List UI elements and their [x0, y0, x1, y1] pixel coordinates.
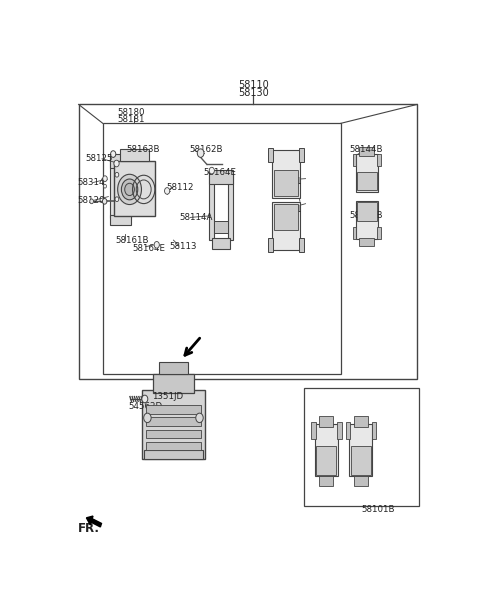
- Bar: [349, 424, 372, 476]
- Bar: [357, 202, 377, 221]
- Text: 58130: 58130: [238, 88, 269, 98]
- Bar: [319, 416, 334, 427]
- Bar: [228, 174, 233, 240]
- Bar: [299, 238, 304, 252]
- Bar: [79, 104, 417, 379]
- Circle shape: [196, 413, 203, 422]
- Text: 58114A: 58114A: [179, 213, 213, 222]
- Bar: [346, 422, 350, 438]
- Bar: [209, 174, 214, 240]
- Circle shape: [142, 395, 148, 403]
- Bar: [158, 362, 188, 374]
- Circle shape: [110, 151, 116, 157]
- Text: 58144B: 58144B: [349, 145, 383, 154]
- Bar: [316, 446, 336, 475]
- Circle shape: [102, 198, 107, 204]
- Text: 58180: 58180: [118, 108, 145, 117]
- Circle shape: [125, 183, 134, 196]
- Circle shape: [104, 184, 107, 188]
- Circle shape: [144, 413, 151, 422]
- Bar: [304, 388, 419, 507]
- Text: 58131: 58131: [274, 177, 301, 186]
- Text: 58161B: 58161B: [115, 236, 148, 244]
- Text: 54562D: 54562D: [129, 402, 163, 411]
- Bar: [110, 154, 131, 168]
- Bar: [110, 157, 117, 218]
- Circle shape: [154, 241, 159, 248]
- Text: 58110: 58110: [238, 80, 269, 90]
- Bar: [145, 430, 202, 438]
- Bar: [209, 170, 233, 184]
- Bar: [274, 169, 299, 196]
- Text: 58112: 58112: [166, 182, 193, 192]
- Circle shape: [114, 160, 119, 167]
- Circle shape: [103, 176, 107, 182]
- Bar: [377, 154, 381, 166]
- Bar: [142, 391, 205, 459]
- Circle shape: [115, 197, 119, 201]
- Text: 58144B: 58144B: [349, 211, 383, 220]
- Bar: [356, 154, 378, 192]
- Bar: [337, 422, 342, 438]
- Bar: [357, 171, 377, 190]
- Text: FR.: FR.: [78, 522, 100, 535]
- Bar: [153, 374, 194, 393]
- Bar: [353, 154, 357, 166]
- Bar: [356, 201, 378, 239]
- Text: 58162B: 58162B: [190, 145, 223, 154]
- Bar: [214, 221, 228, 233]
- Bar: [377, 227, 381, 239]
- Bar: [145, 442, 202, 451]
- Bar: [353, 227, 357, 239]
- Bar: [145, 418, 202, 426]
- Bar: [103, 123, 341, 374]
- FancyArrow shape: [86, 516, 101, 527]
- Text: 58125: 58125: [85, 154, 113, 163]
- Text: 58113: 58113: [170, 242, 197, 251]
- Text: 58164E: 58164E: [132, 244, 166, 253]
- Bar: [319, 475, 334, 486]
- Bar: [354, 475, 368, 486]
- Bar: [360, 147, 374, 157]
- Text: 58181: 58181: [118, 115, 145, 123]
- Bar: [268, 148, 273, 162]
- Bar: [372, 422, 376, 438]
- Bar: [212, 238, 230, 249]
- Circle shape: [118, 174, 142, 204]
- Bar: [120, 149, 149, 161]
- Circle shape: [197, 149, 204, 157]
- Bar: [299, 148, 304, 162]
- Text: 58314: 58314: [78, 178, 105, 187]
- Bar: [110, 214, 131, 225]
- Bar: [315, 424, 338, 476]
- Circle shape: [165, 188, 170, 194]
- Text: 58164E: 58164E: [203, 168, 236, 177]
- Bar: [268, 238, 273, 252]
- Bar: [272, 202, 300, 249]
- Bar: [114, 161, 155, 216]
- Bar: [144, 451, 203, 459]
- Text: 58163B: 58163B: [126, 145, 160, 154]
- Text: 1351JD: 1351JD: [152, 392, 183, 400]
- Text: 58120: 58120: [78, 196, 105, 205]
- Bar: [360, 238, 374, 246]
- Circle shape: [115, 173, 119, 177]
- Circle shape: [209, 167, 215, 174]
- Bar: [354, 416, 368, 427]
- Bar: [272, 150, 300, 198]
- Circle shape: [90, 199, 94, 204]
- Text: 58131: 58131: [274, 205, 301, 214]
- Bar: [145, 405, 202, 414]
- Bar: [311, 422, 315, 438]
- Bar: [124, 157, 131, 218]
- Circle shape: [121, 179, 138, 200]
- Text: 58101B: 58101B: [361, 505, 395, 514]
- Bar: [274, 204, 299, 230]
- Bar: [351, 446, 371, 475]
